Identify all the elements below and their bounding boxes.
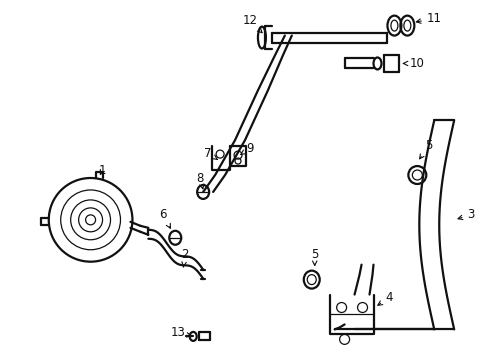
Text: 8: 8 (196, 171, 203, 189)
Text: 6: 6 (159, 208, 170, 228)
Text: 9: 9 (241, 141, 253, 155)
Text: 5: 5 (419, 139, 432, 159)
Text: 7: 7 (204, 147, 217, 159)
Text: 3: 3 (457, 208, 474, 221)
Text: 5: 5 (310, 248, 318, 265)
Text: 4: 4 (377, 291, 392, 305)
Text: 1: 1 (99, 163, 106, 176)
Text: 13: 13 (170, 326, 191, 339)
Text: 11: 11 (415, 12, 441, 25)
Text: 12: 12 (242, 14, 262, 33)
Text: 2: 2 (181, 248, 188, 267)
Text: 10: 10 (403, 57, 424, 70)
